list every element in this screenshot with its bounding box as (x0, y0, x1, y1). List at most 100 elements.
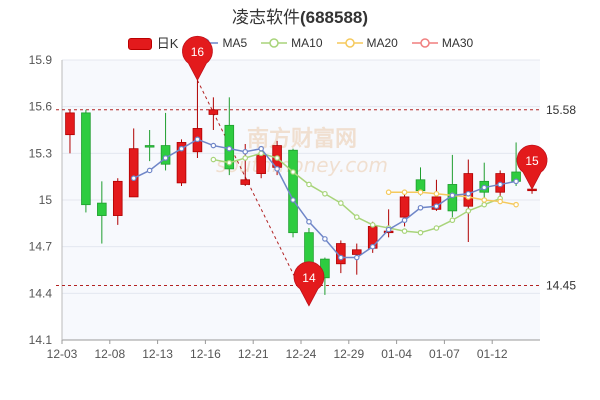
ma10-point (274, 155, 280, 161)
candle (81, 109, 91, 213)
ma5-point (274, 166, 280, 172)
ma10-point (338, 200, 344, 206)
ma20-point (497, 198, 503, 205)
ma10-point (401, 228, 408, 234)
candle (208, 97, 219, 130)
x-tick-label: 12-21 (238, 347, 269, 361)
ma5-point (338, 254, 344, 261)
candle (97, 181, 107, 244)
reference-line-label: 14.45 (546, 279, 576, 293)
candle-body (240, 179, 251, 185)
legend-kline-label: 日K (156, 36, 179, 51)
candle-body (399, 196, 410, 218)
ma5-point (258, 145, 264, 152)
y-tick-label: 15.3 (29, 146, 53, 160)
x-tick-label: 12-24 (286, 347, 317, 361)
ma5-point (353, 254, 360, 261)
legend-ma10[interactable]: MA10 (261, 33, 323, 52)
ma10-point (242, 155, 249, 161)
ma5-point (385, 226, 392, 233)
ma5-point (417, 204, 424, 211)
reference-line-label: 15.58 (546, 103, 576, 117)
candle (463, 159, 474, 242)
legend-ma10-label: MA10 (291, 35, 323, 50)
legend-ma30-symbol (411, 37, 438, 48)
ma10-point (481, 201, 488, 208)
legend-kline[interactable]: 日K (127, 33, 179, 52)
watermark-name: 南方财富网 (247, 126, 357, 152)
ma10-point (417, 229, 424, 236)
legend: 日K MA5 MA10 MA20 MA30 (0, 33, 600, 52)
x-tick-label: 12-29 (333, 347, 364, 361)
legend-ma10-symbol (261, 37, 288, 48)
candle-body (351, 249, 362, 255)
ma20-point (433, 190, 440, 197)
ma5-point (130, 175, 137, 182)
candle-body (208, 109, 219, 115)
candle (144, 130, 155, 162)
y-tick-label: 15.6 (29, 100, 53, 114)
candle-body (176, 142, 187, 184)
candle (128, 128, 139, 198)
pin-marker-shape (516, 144, 548, 190)
pin-marker: 16 (182, 35, 213, 82)
legend-ma30-label: MA30 (441, 35, 474, 50)
ma5-point (401, 217, 408, 224)
x-tick-label: 12-03 (47, 347, 78, 361)
candle-body (97, 202, 107, 216)
candle (65, 109, 75, 154)
pin-marker-label: 14 (302, 271, 316, 285)
legend-ma20-label: MA20 (366, 35, 398, 50)
ma5-point (210, 142, 217, 149)
x-tick-label: 12-16 (190, 347, 221, 361)
y-tick-label: 15 (39, 193, 53, 207)
candle-body (144, 145, 155, 148)
candle-body (415, 179, 426, 192)
ma20-point (385, 189, 392, 196)
x-tick-label: 01-07 (429, 347, 460, 361)
ma5-point (369, 243, 376, 250)
ma5-point (162, 155, 169, 161)
ma5-point (449, 192, 456, 199)
ma20-point (401, 189, 408, 196)
legend-ma30[interactable]: MA30 (411, 33, 474, 52)
candle-body (112, 180, 123, 216)
stock-name: 凌志软件 (231, 8, 300, 27)
pin-marker-label: 16 (191, 45, 205, 59)
pin-marker-shape (293, 261, 325, 307)
stock-code: (688588) (299, 8, 369, 27)
ma5-point (322, 236, 328, 242)
ma5-point (242, 148, 249, 155)
ma10-point (210, 156, 217, 163)
y-tick-label: 14.1 (29, 333, 53, 347)
pin-marker: 14 (293, 261, 325, 307)
ma5-point (226, 145, 233, 152)
ma5-point (178, 145, 185, 152)
pin-marker: 15 (516, 144, 548, 190)
legend-ma20[interactable]: MA20 (336, 33, 398, 52)
candle-body (81, 112, 91, 206)
candle-body (463, 173, 474, 207)
ma5-point (290, 197, 296, 203)
y-tick-label: 14.7 (29, 240, 53, 254)
candle-body (336, 243, 346, 265)
candle-body (288, 149, 298, 234)
candle-body (256, 154, 266, 174)
ma5-point (497, 181, 503, 188)
ma10-point (465, 208, 472, 214)
ma10-point (433, 225, 440, 231)
ma20-point (481, 197, 488, 203)
legend-ma5-label: MA5 (222, 35, 248, 50)
candle-body (160, 145, 171, 165)
x-tick-label: 01-12 (477, 347, 508, 361)
ma5-point (146, 167, 153, 174)
ma5-point (306, 218, 312, 225)
candle-body (128, 148, 139, 198)
candle-body (65, 112, 75, 136)
y-tick-label: 14.4 (29, 286, 53, 300)
ma20-point (417, 189, 424, 196)
candle (112, 178, 123, 225)
x-tick-label: 12-08 (94, 347, 125, 361)
